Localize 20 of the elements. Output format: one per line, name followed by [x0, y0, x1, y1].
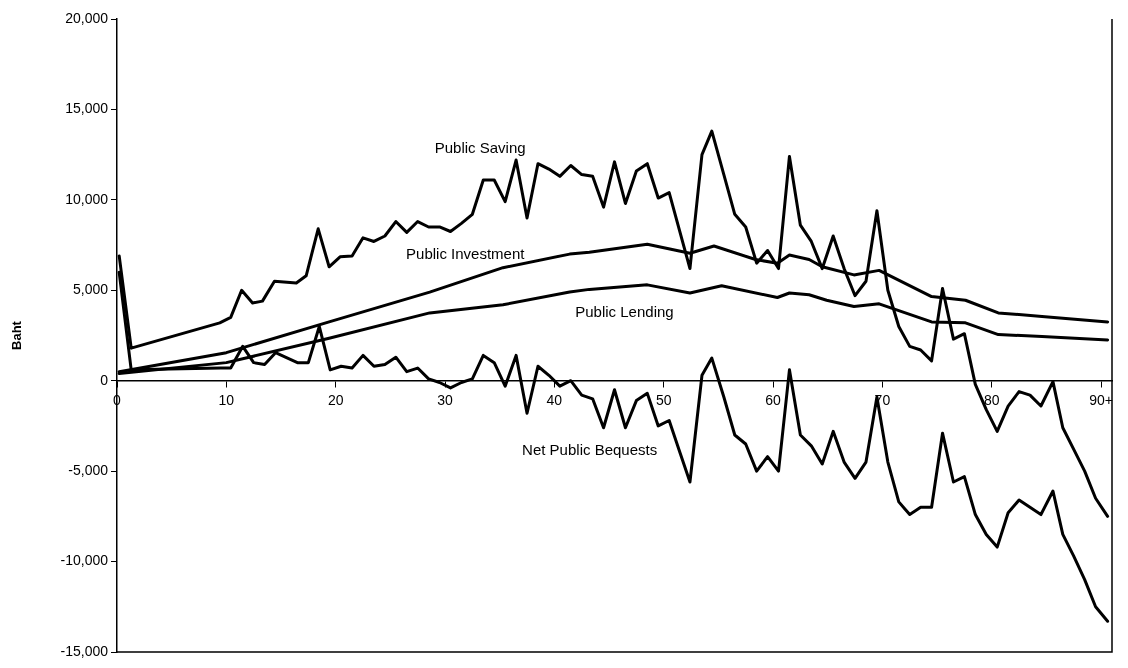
- y-tick-label: 0: [100, 371, 109, 388]
- series-label: Public Saving: [434, 138, 526, 156]
- y-tick-label: -5,000: [68, 462, 109, 478]
- y-tick-label: 5,000: [72, 281, 109, 298]
- series-label: Net Public Bequests: [522, 440, 658, 458]
- y-tick-label: -15,000: [60, 642, 109, 659]
- y-tick-label: 20,000: [65, 9, 109, 26]
- y-tick-label: 10,000: [65, 190, 109, 207]
- series-label: Public Lending: [575, 303, 674, 321]
- series-label: Public Investment: [406, 244, 526, 262]
- x-tick-label: 50: [655, 391, 672, 408]
- y-axis-title: Baht: [9, 320, 25, 350]
- y-tick-label: 15,000: [65, 100, 109, 117]
- x-tick-label: 60: [765, 391, 782, 408]
- x-tick-label: 10: [218, 391, 235, 408]
- x-tick-label: 80: [983, 391, 1000, 408]
- x-tick-label: 20: [327, 391, 344, 408]
- x-tick-label: 30: [437, 391, 454, 408]
- x-tick-label: 40: [546, 391, 563, 408]
- y-tick-label: -10,000: [60, 552, 109, 569]
